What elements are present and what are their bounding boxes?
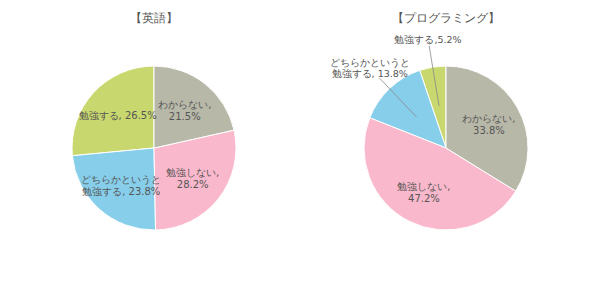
- svg-text:勉強する, 26.5%: 勉強する, 26.5%: [79, 109, 157, 120]
- html-text:【英語】: 【英語】: [130, 11, 178, 25]
- svg-text:どちらかというと勉強する, 23.8%: どちらかというと勉強する, 23.8%: [81, 173, 161, 196]
- svg-text:わからない,21.5%: わからない,21.5%: [158, 98, 211, 121]
- svg-text:わからない,33.8%: わからない,33.8%: [462, 113, 515, 136]
- svg-text:勉強しない,47.2%: 勉強しない,47.2%: [397, 180, 450, 203]
- html-text:【プログラミング】: 【プログラミング】: [392, 11, 500, 25]
- svg-text:どちらかというと勉強する, 13.8%: どちらかというと勉強する, 13.8%: [330, 57, 410, 79]
- svg-text:勉強しない,28.2%: 勉強しない,28.2%: [166, 167, 219, 190]
- svg-text:勉強する,5.2%: 勉強する,5.2%: [394, 33, 461, 44]
